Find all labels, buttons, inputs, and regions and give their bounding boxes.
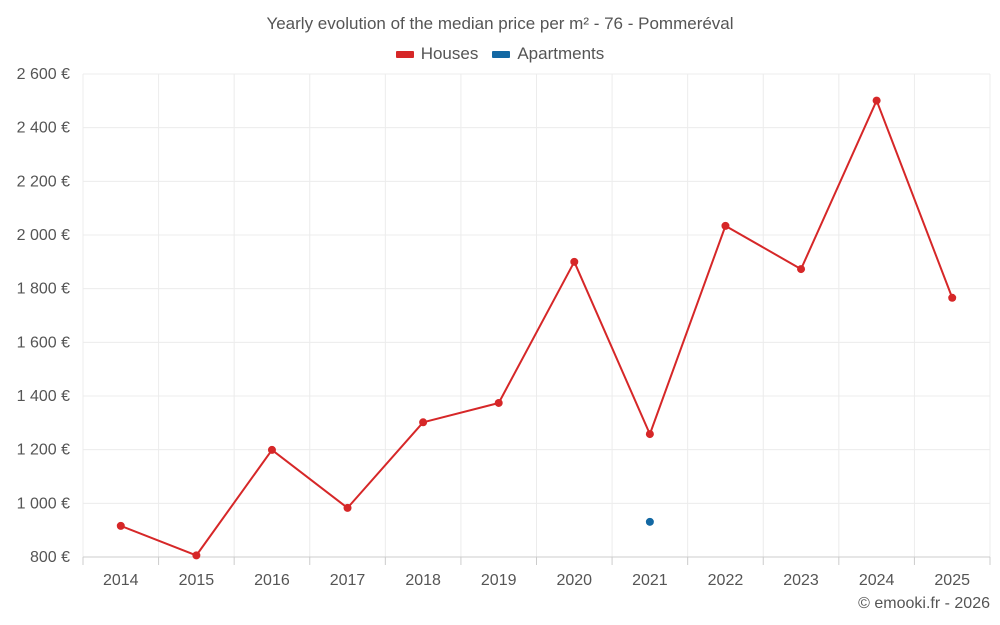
- x-tick-label: 2017: [330, 572, 366, 589]
- series-points: [116, 96, 957, 560]
- x-tick-label: 2020: [556, 572, 592, 589]
- x-tick-label: 2024: [859, 572, 895, 589]
- x-tick-label: 2014: [103, 572, 139, 589]
- data-point-houses[interactable]: [948, 293, 957, 302]
- legend-item-houses[interactable]: Houses: [395, 44, 479, 64]
- data-point-houses[interactable]: [343, 503, 352, 512]
- data-point-apartments[interactable]: [645, 517, 654, 526]
- data-point-houses[interactable]: [797, 265, 806, 274]
- data-point-houses[interactable]: [721, 221, 730, 230]
- x-tick-label: 2016: [254, 572, 290, 589]
- data-point-houses[interactable]: [494, 398, 503, 407]
- legend-label-houses: Houses: [420, 44, 479, 63]
- x-tick-label: 2019: [481, 572, 517, 589]
- data-point-houses[interactable]: [267, 445, 276, 454]
- legend-label-apartments: Apartments: [517, 44, 605, 63]
- legend-item-apartments[interactable]: Apartments: [492, 44, 604, 64]
- data-point-houses[interactable]: [419, 418, 428, 427]
- chart-title: Yearly evolution of the median price per…: [266, 14, 734, 33]
- y-tick-label: 1 600 €: [17, 334, 70, 351]
- x-tick-label: 2023: [783, 572, 819, 589]
- legend: Houses Apartments: [0, 44, 1000, 64]
- y-tick-label: 1 200 €: [17, 442, 70, 459]
- series-line-houses: [120, 99, 954, 557]
- legend-swatch-houses: [395, 50, 414, 58]
- data-point-houses[interactable]: [570, 257, 579, 266]
- x-axis: 2014 2015 2016 2017 2018 2019 2020 2021 2022 2023…: [103, 572, 970, 589]
- y-tick-label: 2 000 €: [17, 227, 70, 244]
- x-tick-label: 2018: [405, 572, 441, 589]
- x-tick-label: 2022: [708, 572, 744, 589]
- data-point-houses[interactable]: [116, 521, 125, 530]
- data-point-houses[interactable]: [645, 430, 654, 439]
- data-point-houses[interactable]: [872, 96, 881, 105]
- y-tick-label: 1 800 €: [17, 281, 70, 298]
- legend-swatch-apartments: [492, 50, 511, 58]
- y-tick-label: 800 €: [30, 549, 70, 566]
- y-axis: 800 € 1 000 € 1 200 € 1 400 € 1 600 € 1 800 €…: [17, 66, 70, 566]
- data-point-houses[interactable]: [192, 551, 201, 560]
- x-tick-label: 2015: [179, 572, 215, 589]
- series-lines: [120, 99, 954, 557]
- y-tick-label: 2 200 €: [17, 173, 70, 190]
- y-tick-label: 2 600 €: [17, 66, 70, 83]
- x-tick-label: 2021: [632, 572, 668, 589]
- y-tick-label: 1 400 €: [17, 388, 70, 405]
- grid: [82, 73, 991, 565]
- y-tick-label: 2 400 €: [17, 120, 70, 137]
- y-tick-label: 1 000 €: [17, 495, 70, 512]
- credit: © emooki.fr - 2026: [858, 595, 990, 612]
- x-tick-label: 2025: [934, 572, 970, 589]
